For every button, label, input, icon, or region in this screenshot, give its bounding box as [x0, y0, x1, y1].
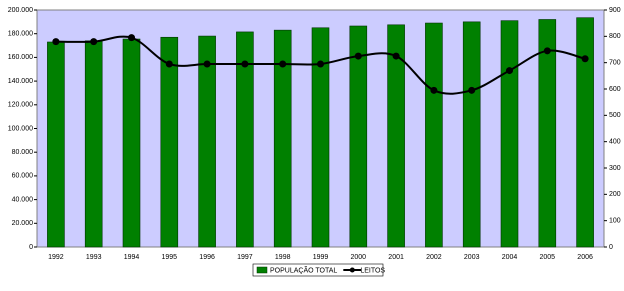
bar: [349, 25, 368, 248]
x-tick-label: 1995: [162, 254, 178, 261]
y-tick-label: 80.000: [12, 149, 34, 156]
bar: [198, 35, 216, 248]
bar: [576, 17, 594, 248]
y2-tick-label: 600: [609, 86, 621, 93]
x-tick-label: 1996: [199, 254, 215, 261]
bar: [160, 36, 179, 248]
bar: [500, 20, 519, 248]
x-tick-label: 2006: [577, 254, 593, 261]
y-tick-label: 160.000: [8, 54, 33, 61]
legend-label: LEITOS: [360, 267, 385, 274]
point: [392, 52, 400, 60]
bar: [122, 38, 141, 248]
y-tick-label: 60.000: [12, 173, 34, 180]
x-tick-label: 1998: [275, 254, 291, 261]
legend-key: [256, 266, 268, 274]
bar: [387, 24, 405, 248]
point: [90, 38, 98, 46]
x-tick-label: 2005: [540, 254, 556, 261]
point: [581, 55, 589, 63]
x-tick-label: 1999: [313, 254, 329, 261]
point: [354, 52, 362, 60]
y2-tick-label: 700: [609, 60, 621, 67]
y2-tick-label: 0: [609, 244, 613, 251]
x-tick-label: 2002: [426, 254, 442, 261]
y-tick-label: 100.000: [8, 125, 33, 132]
y-tick-label: 140.000: [8, 78, 33, 85]
bar: [84, 40, 103, 248]
bar: [462, 21, 481, 248]
x-tick-label: 1994: [124, 254, 140, 261]
point: [468, 86, 476, 94]
bar: [47, 41, 65, 248]
point: [543, 47, 551, 55]
bar: [425, 22, 443, 248]
x-tick-label: 2004: [502, 254, 518, 261]
y2-tick-label: 900: [609, 7, 621, 14]
bar: [311, 27, 330, 248]
y-tick-label: 40.000: [12, 196, 34, 203]
point: [128, 34, 135, 42]
point: [430, 86, 438, 94]
point: [241, 60, 249, 68]
bar: [273, 29, 292, 248]
y2-tick-label: 800: [609, 33, 621, 40]
x-tick-label: 1992: [48, 254, 64, 261]
point: [279, 60, 287, 68]
x-tick-label: 2001: [388, 254, 404, 261]
legend-key: [349, 267, 355, 273]
y2-tick-label: 100: [609, 218, 621, 225]
y2-tick-label: 300: [609, 165, 621, 172]
y-tick-label: 180.000: [8, 31, 33, 38]
y-tick-label: 200.000: [8, 7, 33, 14]
point: [165, 60, 173, 68]
y2-tick-label: 500: [609, 112, 621, 119]
legend-label: POPULAÇÃO TOTAL: [270, 265, 337, 274]
point: [52, 38, 60, 46]
legend: [252, 263, 384, 277]
x-tick-label: 1993: [86, 254, 102, 261]
y2-tick-label: 400: [609, 139, 621, 146]
y-tick-label: 20.000: [12, 220, 34, 227]
y2-tick-label: 200: [609, 191, 621, 198]
point: [506, 67, 513, 75]
point: [317, 60, 324, 68]
bar: [236, 31, 254, 248]
point: [203, 60, 211, 68]
x-tick-label: 2000: [351, 254, 367, 261]
y-tick-label: 120.000: [8, 102, 33, 109]
x-tick-label: 2003: [464, 254, 480, 261]
x-tick-label: 1997: [237, 254, 253, 261]
bar: [538, 19, 557, 248]
y-tick-label: 0: [29, 244, 33, 251]
